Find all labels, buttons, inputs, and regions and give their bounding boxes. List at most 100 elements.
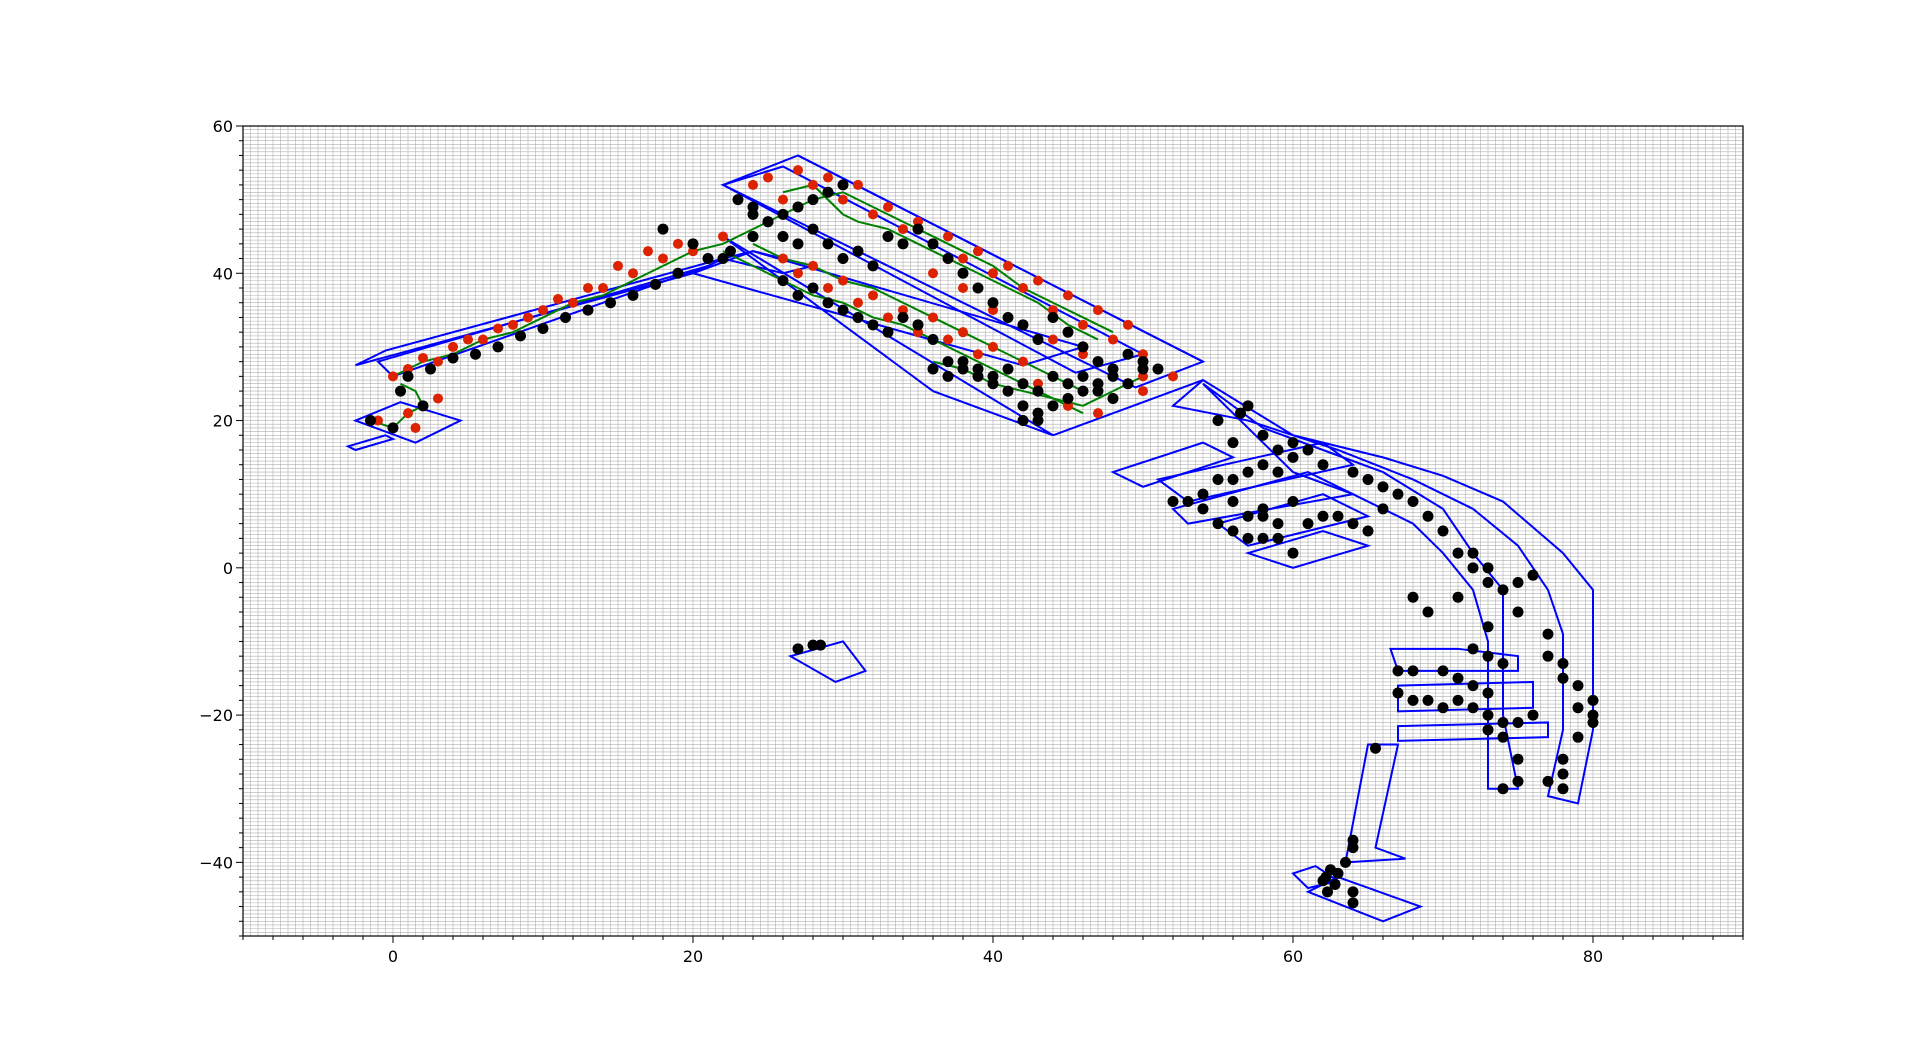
- black-point: [912, 319, 924, 331]
- red-point: [1048, 334, 1058, 345]
- red-point: [763, 172, 773, 183]
- black-point: [927, 334, 939, 346]
- red-point: [493, 323, 503, 334]
- region-outline: [345, 434, 396, 452]
- red-point: [373, 415, 383, 426]
- black-point: [1407, 665, 1419, 677]
- black-point: [1077, 370, 1089, 382]
- red-point: [1018, 356, 1028, 367]
- x-axis: 0 20 40 60 80: [242, 936, 1744, 966]
- red-point: [538, 305, 548, 316]
- black-point: [417, 400, 429, 412]
- black-point: [1242, 510, 1254, 522]
- black-point: [867, 319, 879, 331]
- green-paths: [370, 183, 1144, 430]
- black-point: [1542, 628, 1554, 640]
- black-point: [882, 326, 894, 338]
- red-point: [1138, 386, 1148, 397]
- black-point: [1467, 562, 1479, 574]
- black-point: [537, 323, 549, 334]
- black-point: [605, 297, 616, 309]
- red-point: [643, 246, 653, 257]
- black-point: [1257, 532, 1269, 544]
- black-point: [1377, 503, 1389, 515]
- red-point: [748, 179, 758, 190]
- red-point: [1063, 290, 1073, 301]
- y-axis: 60 40 20 0 −20 −40: [199, 117, 243, 937]
- x-tick-label: 40: [983, 947, 1003, 966]
- black-point: [672, 267, 684, 279]
- red-point: [898, 224, 908, 235]
- black-point: [1392, 488, 1404, 500]
- red-point: [808, 179, 818, 190]
- black-point: [1452, 591, 1464, 603]
- red-point: [838, 275, 848, 286]
- red-point: [1168, 371, 1178, 382]
- y-tick-label: 0: [223, 559, 233, 578]
- red-point: [410, 422, 421, 433]
- red-point: [988, 268, 998, 279]
- black-point: [882, 230, 894, 242]
- black-point: [1557, 753, 1569, 765]
- black-point: [1122, 378, 1134, 390]
- black-point: [1482, 577, 1494, 589]
- black-point: [987, 297, 999, 309]
- black-point: [395, 385, 406, 397]
- black-point: [1092, 356, 1104, 368]
- region-outline: [1052, 379, 1204, 437]
- black-point: [1392, 687, 1404, 699]
- black-point: [1512, 716, 1524, 728]
- black-point: [1407, 591, 1419, 603]
- black-point: [1212, 473, 1224, 485]
- region-outline: [1215, 493, 1371, 547]
- black-point: [1122, 348, 1134, 360]
- black-point: [972, 282, 984, 294]
- black-point: [1347, 842, 1359, 854]
- red-point: [838, 194, 848, 205]
- x-tick-label: 80: [1583, 947, 1603, 966]
- black-point: [912, 223, 924, 235]
- black-point: [852, 245, 864, 257]
- y-tick-label: −40: [199, 853, 233, 872]
- black-point: [1497, 731, 1509, 743]
- black-point: [425, 363, 436, 375]
- black-point: [402, 370, 414, 382]
- black-point: [792, 238, 804, 250]
- black-point: [747, 230, 759, 242]
- black-point: [1512, 606, 1524, 618]
- black-point: [1017, 319, 1029, 331]
- black-point: [1587, 694, 1599, 706]
- black-point: [1257, 510, 1269, 522]
- red-point: [658, 253, 668, 264]
- black-point: [447, 352, 459, 364]
- red-point: [1108, 334, 1118, 345]
- red-point: [613, 260, 623, 271]
- trajectory-path: [392, 213, 784, 378]
- region-outline: [797, 154, 1204, 363]
- region-outline: [1171, 471, 1357, 525]
- black-point: [897, 238, 909, 250]
- black-point: [1557, 672, 1569, 684]
- region-outline: [1244, 529, 1372, 569]
- black-point: [807, 282, 819, 294]
- black-point: [560, 311, 571, 323]
- red-point: [1123, 319, 1133, 330]
- black-point: [777, 208, 789, 220]
- black-point: [1002, 311, 1014, 323]
- red-point: [568, 297, 578, 308]
- red-point: [1018, 283, 1028, 293]
- black-point: [942, 356, 954, 368]
- black-point: [1077, 341, 1089, 353]
- black-point: [1572, 731, 1584, 743]
- black-point: [1002, 363, 1014, 375]
- black-point: [1242, 532, 1254, 544]
- black-point: [957, 267, 969, 279]
- grid-lines: [243, 126, 1743, 936]
- black-point: [1497, 658, 1509, 670]
- red-point: [388, 371, 398, 382]
- black-point: [1062, 392, 1074, 404]
- black-point: [1527, 709, 1539, 721]
- red-point: [1033, 275, 1043, 286]
- y-tick-label: 40: [213, 264, 233, 283]
